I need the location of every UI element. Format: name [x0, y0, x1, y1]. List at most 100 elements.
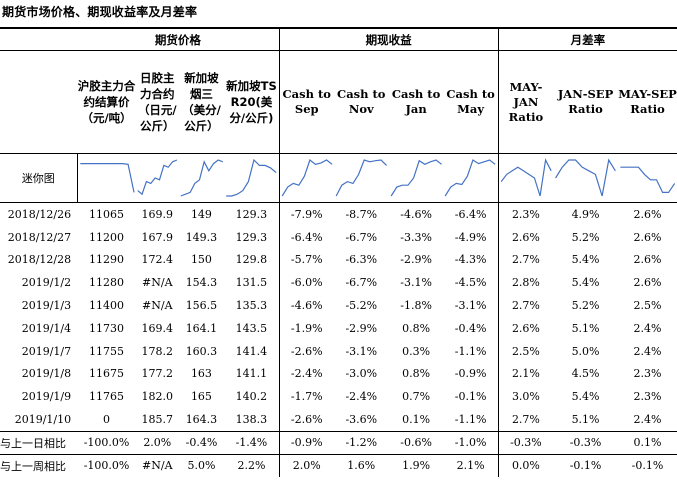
- value-cell: -4.9%: [454, 230, 487, 244]
- value-cell: 2.5%: [633, 299, 662, 313]
- col-header: Cash to Nov: [337, 87, 386, 116]
- value-cell: 11730: [89, 321, 125, 335]
- value-cell: 11400: [89, 299, 125, 313]
- value-cell: 2.6%: [633, 207, 662, 221]
- value-cell: 11765: [89, 390, 125, 404]
- compare-cell: 2.0%: [135, 430, 179, 455]
- value-cell: 2.7%: [497, 248, 554, 272]
- value-cell: 11675: [89, 367, 125, 381]
- sparkline-line: [391, 160, 441, 196]
- sparkline-line: [80, 164, 134, 193]
- value-cell: 2.3%: [497, 202, 554, 226]
- value-cell: -3.1%: [454, 299, 487, 313]
- sparkline-cell: [443, 153, 499, 203]
- compare-cell: #N/A: [135, 453, 179, 477]
- value-cell: -8.7%: [345, 207, 378, 221]
- sparkline-line: [226, 160, 276, 196]
- value-cell: 5.1%: [571, 413, 600, 427]
- date-cell: 2019/1/4: [21, 321, 72, 335]
- sparkline-line: [138, 160, 177, 194]
- compare-label: 与上一日相比: [0, 430, 78, 455]
- compare-cell: 2.2%: [224, 453, 280, 477]
- sparkline-line: [180, 160, 222, 196]
- compare-cell: -1.2%: [333, 430, 389, 455]
- value-cell: -0.1%: [454, 390, 487, 404]
- group-basis: 期现收益: [278, 27, 499, 51]
- sparkline-chart: [499, 156, 553, 200]
- value-cell: 182.0: [141, 390, 174, 404]
- sparkline-line: [556, 160, 616, 196]
- value-cell: 11200: [89, 230, 125, 244]
- value-cell: -5.7%: [278, 248, 334, 272]
- compare-cell: 0.0%: [497, 453, 554, 477]
- value-cell: 2.4%: [633, 321, 662, 335]
- value-cell: 2.1%: [497, 362, 554, 386]
- value-cell: 169.4: [141, 321, 174, 335]
- sparkline-cell: [497, 153, 554, 203]
- value-cell: -3.1%: [400, 276, 432, 290]
- group-spread: 月差率: [497, 27, 677, 51]
- compare-label: 与上一周相比: [0, 453, 78, 477]
- value-cell: 169.9: [141, 207, 174, 221]
- table-row: 2018/12/28 11290 172.4 150 129.8 -5.7% -6.3% -2…: [0, 248, 677, 272]
- value-cell: #N/A: [142, 276, 173, 290]
- compare-cell: 5.0%: [178, 453, 225, 477]
- value-cell: 2.5%: [497, 339, 554, 363]
- col-header: MAY-SEP Ratio: [618, 87, 677, 116]
- value-cell: 0.8%: [402, 367, 431, 381]
- value-cell: 0: [103, 413, 111, 427]
- value-cell: -1.7%: [278, 385, 334, 409]
- value-cell: 172.4: [141, 253, 174, 267]
- value-cell: -0.4%: [454, 321, 487, 335]
- compare-cell: -1.0%: [443, 430, 499, 455]
- value-cell: 2.3%: [633, 367, 662, 381]
- sparkline-cell: [278, 153, 334, 203]
- value-cell: 177.2: [141, 367, 174, 381]
- col-header: 沪胶主力合约结算价（元/吨）: [77, 79, 136, 125]
- value-cell: 0.7%: [402, 390, 431, 404]
- value-cell: -2.6%: [278, 339, 334, 363]
- sparkline-chart: [334, 156, 389, 200]
- sparkline-line: [282, 160, 332, 196]
- table-row: 2019/1/4 11730 169.4 164.1 143.5 -1.9% -2.9% 0.…: [0, 316, 677, 340]
- value-cell: 138.3: [235, 413, 268, 427]
- value-cell: 5.2%: [571, 230, 600, 244]
- value-cell: 11065: [89, 207, 125, 221]
- value-cell: -0.9%: [454, 367, 487, 381]
- value-cell: 5.2%: [571, 299, 600, 313]
- date-cell: 2019/1/3: [21, 299, 72, 313]
- compare-cell: -0.1%: [553, 453, 619, 477]
- value-cell: -7.9%: [278, 202, 334, 226]
- value-cell: -5.2%: [345, 299, 378, 313]
- value-cell: -4.5%: [454, 276, 487, 290]
- sparkline-label: 迷你图: [0, 153, 78, 203]
- value-cell: 149: [190, 207, 212, 221]
- value-cell: 2.4%: [633, 344, 662, 358]
- value-cell: -4.6%: [278, 294, 334, 317]
- compare-cell: -0.3%: [553, 430, 619, 455]
- value-cell: 11280: [89, 276, 125, 290]
- sparkline-cell: [135, 153, 179, 203]
- value-cell: -6.3%: [345, 253, 378, 267]
- value-cell: 163: [190, 367, 212, 381]
- value-cell: -3.1%: [345, 344, 378, 358]
- value-cell: -2.6%: [278, 408, 334, 432]
- value-cell: -1.1%: [454, 344, 487, 358]
- col-header: JAN-SEP Ratio: [557, 87, 614, 116]
- value-cell: 154.3: [185, 276, 218, 290]
- value-cell: -4.3%: [454, 253, 487, 267]
- value-cell: 167.9: [141, 230, 174, 244]
- table-row: 2019/1/2 11280 #N/A 154.3 131.5 -6.0% -6.7% -3.…: [0, 271, 677, 295]
- value-cell: -6.4%: [278, 225, 334, 249]
- value-cell: 5.0%: [571, 344, 600, 358]
- compare-cell: -100.0%: [77, 453, 136, 477]
- compare-rows: 与上一日相比 -100.0% 2.0% -0.4% -1.4% -0.9% -1.2% -0.…: [0, 430, 677, 477]
- value-cell: -2.9%: [345, 321, 378, 335]
- compare-cell: -0.1%: [618, 453, 677, 477]
- value-cell: 2.6%: [497, 225, 554, 249]
- compare-cell: 1.9%: [388, 453, 444, 477]
- value-cell: -6.7%: [345, 230, 378, 244]
- value-cell: 2.7%: [497, 408, 554, 432]
- sparkline-row: 迷你图: [0, 153, 677, 203]
- sparkline-cell: [333, 153, 389, 203]
